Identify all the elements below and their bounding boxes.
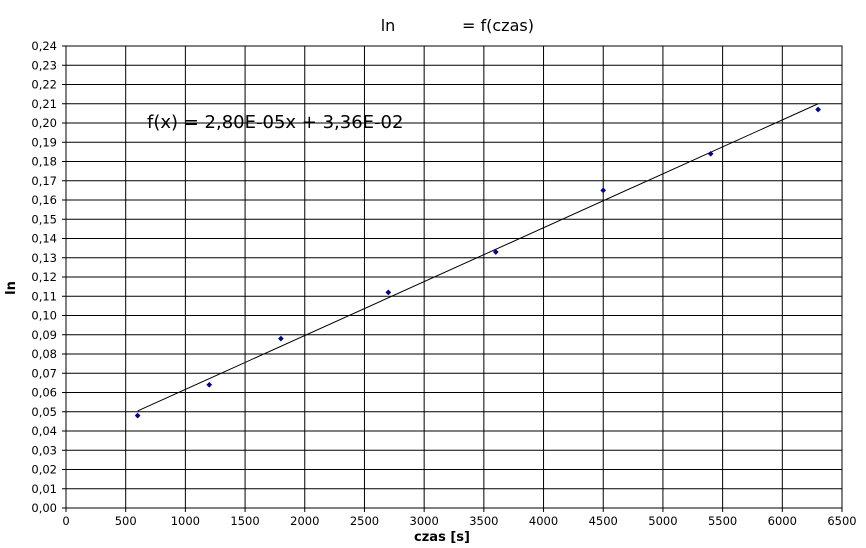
y-tick-label: 0,24 xyxy=(31,39,57,53)
x-tick-labels: 0 500 1000 1500 2000 2500 3000 3500 4000 4500 5000… xyxy=(62,514,856,528)
x-tick-label: 4500 xyxy=(589,514,618,528)
y-tick-label: 0,15 xyxy=(31,212,57,226)
x-tick-label: 3500 xyxy=(469,514,498,528)
y-tick-label: 0,03 xyxy=(31,443,57,457)
x-tick-label: 6500 xyxy=(827,514,856,528)
x-tick-label: 5500 xyxy=(708,514,737,528)
data-point xyxy=(206,381,213,388)
data-point xyxy=(707,150,714,157)
x-tick-label: 1000 xyxy=(171,514,200,528)
data-points xyxy=(134,106,822,419)
y-tick-label: 0,13 xyxy=(31,251,57,265)
y-tick-label: 0,20 xyxy=(31,116,57,130)
chart-title-left: ln xyxy=(381,16,396,35)
data-point xyxy=(134,412,141,419)
trendline-equation: f(x) = 2,80E-05x + 3,36E-02 xyxy=(147,112,403,133)
x-tick-label: 5000 xyxy=(648,514,677,528)
y-tick-label: 0,11 xyxy=(31,289,57,303)
x-tick-label: 2500 xyxy=(350,514,379,528)
data-point xyxy=(385,289,392,296)
y-tick-label: 0,18 xyxy=(31,155,57,169)
y-tick-label: 0,09 xyxy=(31,328,57,342)
data-point xyxy=(600,187,607,194)
y-tick-label: 0,16 xyxy=(31,193,57,207)
x-tick-label: 4000 xyxy=(529,514,558,528)
plot-frame xyxy=(65,45,843,509)
chart-title-right: = f(czas) xyxy=(462,16,534,35)
x-tick-label: 2000 xyxy=(290,514,319,528)
data-point xyxy=(492,249,499,255)
trendline xyxy=(137,103,819,412)
y-tick-labels: 0,00 0,01 0,02 0,03 0,04 0,05 0,06 0,07 0,08 0,09… xyxy=(31,39,57,515)
data-point xyxy=(277,335,284,342)
x-tick-label: 0 xyxy=(62,514,69,528)
y-tick-label: 0,12 xyxy=(31,270,57,284)
x-tick-label: 500 xyxy=(115,514,137,528)
x-tick-label: 1500 xyxy=(230,514,259,528)
y-tick-label: 0,07 xyxy=(31,366,57,380)
y-tick-label: 0,01 xyxy=(31,482,57,496)
y-tick-label: 0,00 xyxy=(31,501,57,515)
y-tick-label: 0,05 xyxy=(31,405,57,419)
data-point xyxy=(815,106,822,113)
y-tick-label: 0,08 xyxy=(31,347,57,361)
y-tick-label: 0,04 xyxy=(31,424,57,438)
y-tick-label: 0,23 xyxy=(31,58,57,72)
x-axis-title: czas [s] xyxy=(414,530,470,545)
y-tick-label: 0,14 xyxy=(31,232,57,246)
y-tick-label: 0,19 xyxy=(31,135,57,149)
y-tick-label: 0,21 xyxy=(31,97,57,111)
x-tick-label: 3000 xyxy=(410,514,439,528)
y-tick-label: 0,06 xyxy=(31,386,57,400)
y-tick-label: 0,02 xyxy=(31,463,57,477)
y-tick-label: 0,22 xyxy=(31,78,57,92)
x-tick-label: 6000 xyxy=(768,514,797,528)
y-axis-title: ln xyxy=(4,281,19,295)
y-tick-label: 0,17 xyxy=(31,174,57,188)
y-tick-label: 0,10 xyxy=(31,309,57,323)
